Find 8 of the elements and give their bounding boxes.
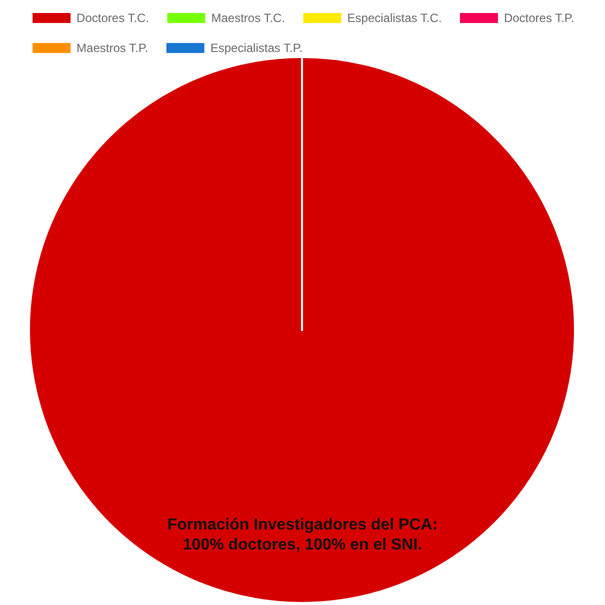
legend-label: Especialistas T.C. xyxy=(347,11,442,25)
legend-label: Doctores T.P. xyxy=(504,11,574,25)
legend-label: Maestros T.P. xyxy=(76,41,148,55)
text: Formación Investigadores del PCA: xyxy=(167,516,438,534)
legend-label: Maestros T.C. xyxy=(211,11,286,25)
text: 100% doctores, 100% en el SNI. xyxy=(182,536,422,554)
legend-label: Especialistas T.P. xyxy=(210,41,303,55)
legend-label: Doctores T.C. xyxy=(76,11,150,25)
